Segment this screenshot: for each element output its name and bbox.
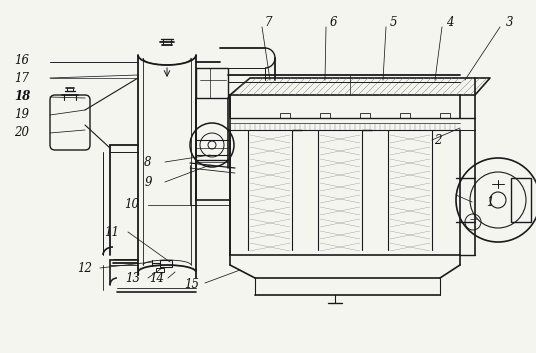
Text: 13: 13 — [125, 271, 140, 285]
Bar — [280, 113, 290, 118]
Text: 12: 12 — [78, 262, 93, 275]
Bar — [511, 178, 531, 222]
Bar — [160, 260, 172, 267]
Text: 5: 5 — [389, 16, 397, 29]
Bar — [196, 68, 228, 98]
Text: 10: 10 — [124, 198, 139, 211]
Text: 4: 4 — [446, 16, 454, 29]
Bar — [320, 113, 330, 118]
Text: 14: 14 — [150, 271, 165, 285]
Text: 17: 17 — [14, 72, 29, 84]
Text: 2: 2 — [434, 133, 442, 146]
Bar — [440, 113, 450, 118]
Text: 6: 6 — [329, 16, 337, 29]
Text: 16: 16 — [14, 54, 29, 66]
Text: 15: 15 — [184, 279, 199, 292]
Bar — [400, 113, 410, 118]
Text: 18: 18 — [14, 90, 30, 103]
Bar — [156, 268, 164, 272]
Text: 3: 3 — [506, 16, 513, 29]
Text: 8: 8 — [144, 156, 152, 168]
Text: 7: 7 — [264, 16, 272, 29]
Text: 20: 20 — [14, 126, 29, 139]
Bar — [360, 113, 370, 118]
Text: 9: 9 — [144, 175, 152, 189]
Text: 1: 1 — [486, 196, 494, 209]
Text: 19: 19 — [14, 108, 29, 121]
Text: 11: 11 — [105, 226, 120, 239]
